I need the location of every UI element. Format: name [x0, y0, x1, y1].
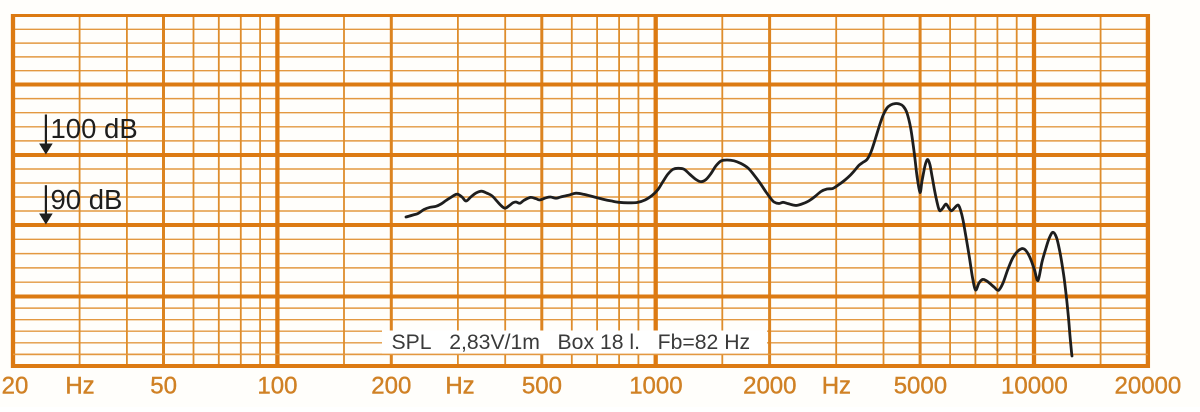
svg-text:10000: 10000 — [1001, 373, 1068, 400]
svg-text:2000: 2000 — [743, 373, 796, 400]
svg-text:100: 100 — [257, 373, 297, 400]
svg-text:5000: 5000 — [894, 373, 947, 400]
svg-text:SPL 2,83V/1m Box 18 l. F: SPL 2,83V/1m Box 18 l. Fb=82 Hz — [392, 331, 751, 354]
svg-text:500: 500 — [522, 373, 562, 400]
svg-text:100 dB: 100 dB — [51, 113, 138, 144]
svg-text:20000: 20000 — [1115, 373, 1182, 400]
svg-text:200: 200 — [371, 373, 411, 400]
svg-text:Hz: Hz — [445, 373, 474, 400]
svg-text:1000: 1000 — [629, 373, 682, 400]
svg-text:50: 50 — [150, 373, 177, 400]
svg-text:Hz: Hz — [65, 373, 94, 400]
svg-text:90 dB: 90 dB — [51, 184, 123, 215]
svg-text:Hz: Hz — [822, 373, 851, 400]
svg-text:20: 20 — [2, 373, 29, 400]
